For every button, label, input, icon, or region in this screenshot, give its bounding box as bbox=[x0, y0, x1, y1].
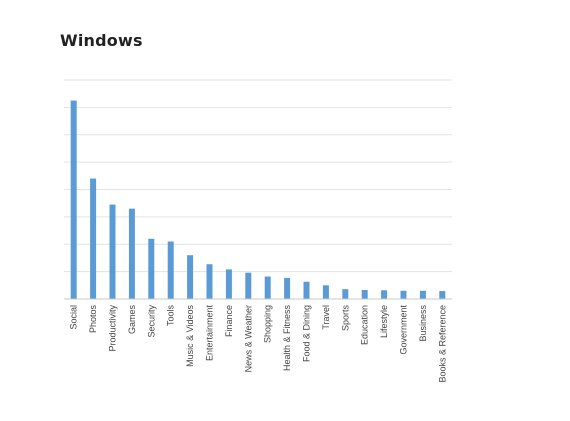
category-label: Security bbox=[146, 305, 156, 338]
bar-news-weather bbox=[245, 272, 252, 299]
category-label: Shopping bbox=[263, 305, 273, 343]
category-label: Music & Videos bbox=[185, 305, 195, 367]
bar-security bbox=[148, 238, 155, 299]
category-label: News & Weather bbox=[243, 305, 253, 372]
bar-games bbox=[128, 208, 135, 299]
category-label: Sports bbox=[340, 305, 350, 332]
category-label: Tools bbox=[166, 305, 176, 327]
category-label: Health & Fitness bbox=[282, 305, 292, 372]
bar-travel bbox=[322, 285, 329, 299]
bar-social bbox=[70, 100, 77, 299]
bar-food-dining bbox=[303, 281, 310, 299]
bar-business bbox=[419, 290, 426, 299]
bar-sports bbox=[342, 289, 349, 299]
category-label: Business bbox=[418, 305, 428, 342]
bar-finance bbox=[225, 269, 232, 299]
category-label: Entertainment bbox=[205, 305, 215, 362]
category-label: Food & Dining bbox=[302, 305, 312, 362]
bar-health-fitness bbox=[284, 277, 291, 299]
bar-lifestyle bbox=[381, 290, 388, 299]
bar-photos bbox=[90, 178, 97, 299]
bar-education bbox=[361, 289, 368, 299]
bar-shopping bbox=[264, 276, 271, 299]
category-label: Books & Reference bbox=[437, 305, 447, 383]
bar-entertainment bbox=[206, 264, 213, 299]
bar-tools bbox=[167, 241, 174, 299]
bar-books-reference bbox=[439, 291, 446, 299]
bar-productivity bbox=[109, 204, 116, 299]
category-label: Travel bbox=[321, 305, 331, 330]
category-label: Social bbox=[69, 305, 79, 330]
category-label: Education bbox=[360, 305, 370, 345]
category-label: Finance bbox=[224, 305, 234, 337]
bar-government bbox=[400, 290, 407, 299]
category-label: Lifestyle bbox=[379, 305, 389, 338]
gridlines bbox=[64, 79, 452, 273]
category-label: Photos bbox=[88, 305, 98, 334]
category-label: Government bbox=[399, 305, 409, 355]
category-labels: Social Photos Productivity Games Security Too… bbox=[69, 305, 448, 383]
category-label: Productivity bbox=[108, 305, 118, 352]
bars bbox=[70, 100, 446, 299]
bar-music-videos bbox=[187, 255, 194, 299]
category-label: Games bbox=[127, 305, 137, 335]
chart-title: Windows bbox=[60, 31, 143, 50]
